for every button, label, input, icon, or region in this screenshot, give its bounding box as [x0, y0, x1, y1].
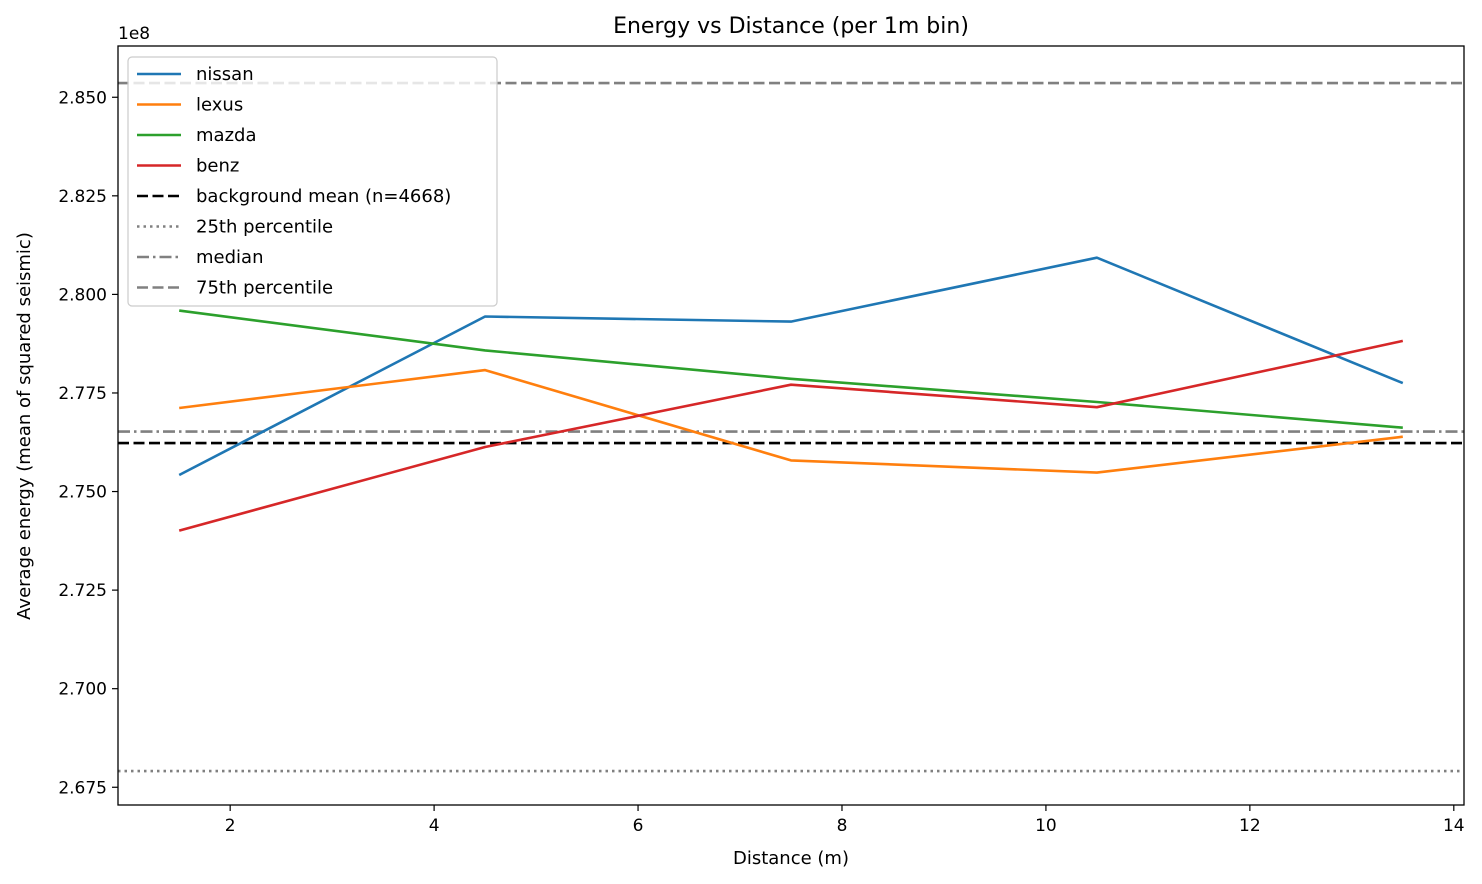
legend: nissan lexus mazda benz background mean (n=4…	[127, 56, 498, 307]
series-line-benz	[178, 339, 1404, 532]
series-line-mazda	[179, 309, 1403, 429]
y-tick-label: 2.750	[58, 483, 107, 503]
x-tick-label: 6	[633, 816, 644, 836]
x-tick-label: 8	[837, 816, 848, 836]
series-line-nissan	[178, 256, 1404, 477]
legend-label: nissan	[196, 64, 254, 85]
series-line-lexus	[179, 368, 1403, 474]
x-axis: 2 4 6 8 10 12 14	[225, 805, 1465, 836]
legend-box	[127, 56, 498, 307]
y-tick-label: 2.825	[58, 187, 107, 207]
legend-label: background mean (n=4668)	[196, 186, 451, 207]
legend-label: lexus	[196, 95, 243, 116]
legend-label: median	[196, 247, 263, 268]
x-axis-label: Distance (m)	[733, 848, 849, 869]
legend-label: benz	[196, 156, 239, 177]
legend-label: 75th percentile	[196, 278, 333, 299]
x-tick-label: 10	[1035, 816, 1057, 836]
legend-label: mazda	[196, 125, 256, 146]
plot-frame	[117, 45, 1465, 806]
y-tick-label: 2.850	[58, 88, 107, 108]
series-lines	[178, 256, 1404, 532]
y-tick-label: 2.700	[58, 680, 107, 700]
legend-label: 25th percentile	[196, 217, 333, 238]
y-axis-label: Average energy (mean of squared seismic)	[14, 232, 35, 620]
y-axis: 2.675 2.700 2.725 2.750 2.775 2.800 2.825 2.850	[58, 88, 118, 798]
x-tick-label: 12	[1239, 816, 1261, 836]
y-tick-label: 2.800	[58, 285, 107, 305]
x-tick-label: 4	[429, 816, 440, 836]
y-tick-label: 2.675	[58, 778, 107, 798]
x-tick-label: 2	[225, 816, 236, 836]
y-offset-label: 1e8	[118, 24, 150, 44]
x-tick-label: 14	[1443, 816, 1465, 836]
y-tick-label: 2.775	[58, 384, 107, 404]
y-tick-label: 2.725	[58, 581, 107, 601]
chart-title: Energy vs Distance (per 1m bin)	[613, 14, 969, 39]
